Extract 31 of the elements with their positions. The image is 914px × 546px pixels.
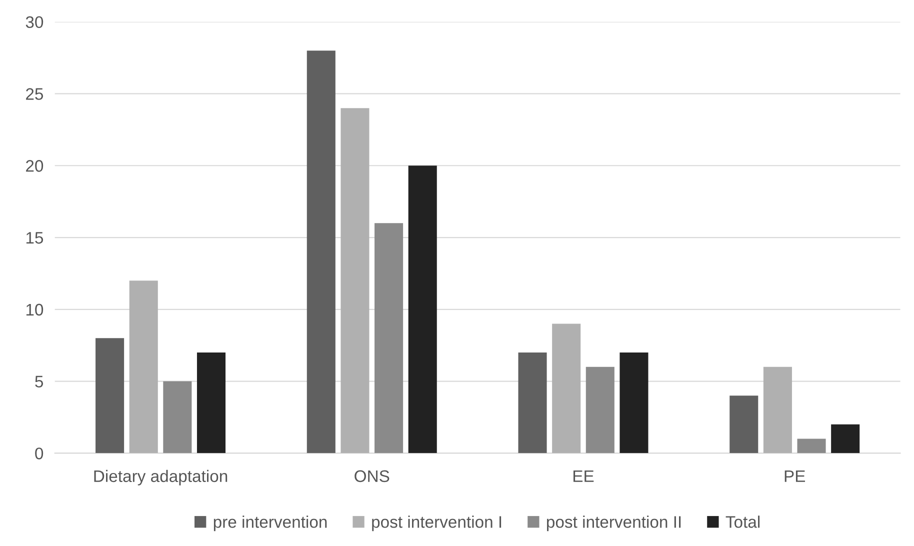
legend-label: Total (726, 516, 760, 528)
bar (763, 366, 792, 454)
bar (518, 352, 547, 454)
y-tick-label: 30 (26, 16, 44, 28)
bar (408, 166, 437, 454)
bar (340, 108, 370, 454)
x-tick-label: EE (573, 470, 594, 482)
legend-label: pre intervention (214, 516, 327, 532)
bar (620, 352, 648, 454)
y-tick-label: 20 (26, 160, 44, 172)
x-tick-label: Dietary adaptation (94, 470, 228, 486)
y-tick-label: 5 (35, 376, 44, 388)
bar (797, 438, 826, 454)
bar (374, 223, 404, 454)
bar (586, 366, 614, 454)
x-tick-label: PE (784, 470, 806, 482)
y-tick-label: 0 (35, 448, 44, 460)
bar (129, 280, 158, 454)
legend-label: post intervention I (372, 516, 502, 532)
bar (552, 324, 581, 454)
bar (831, 424, 860, 454)
legend-label: post intervention II (547, 516, 681, 532)
y-tick-label: 25 (26, 88, 44, 100)
bar (163, 381, 192, 454)
y-tick-label: 10 (26, 304, 44, 316)
bar (196, 352, 226, 454)
y-tick-label: 15 (26, 232, 44, 244)
bar (96, 338, 124, 454)
bar (730, 396, 758, 454)
bar (306, 50, 336, 454)
x-tick-label: ONS (354, 470, 390, 482)
